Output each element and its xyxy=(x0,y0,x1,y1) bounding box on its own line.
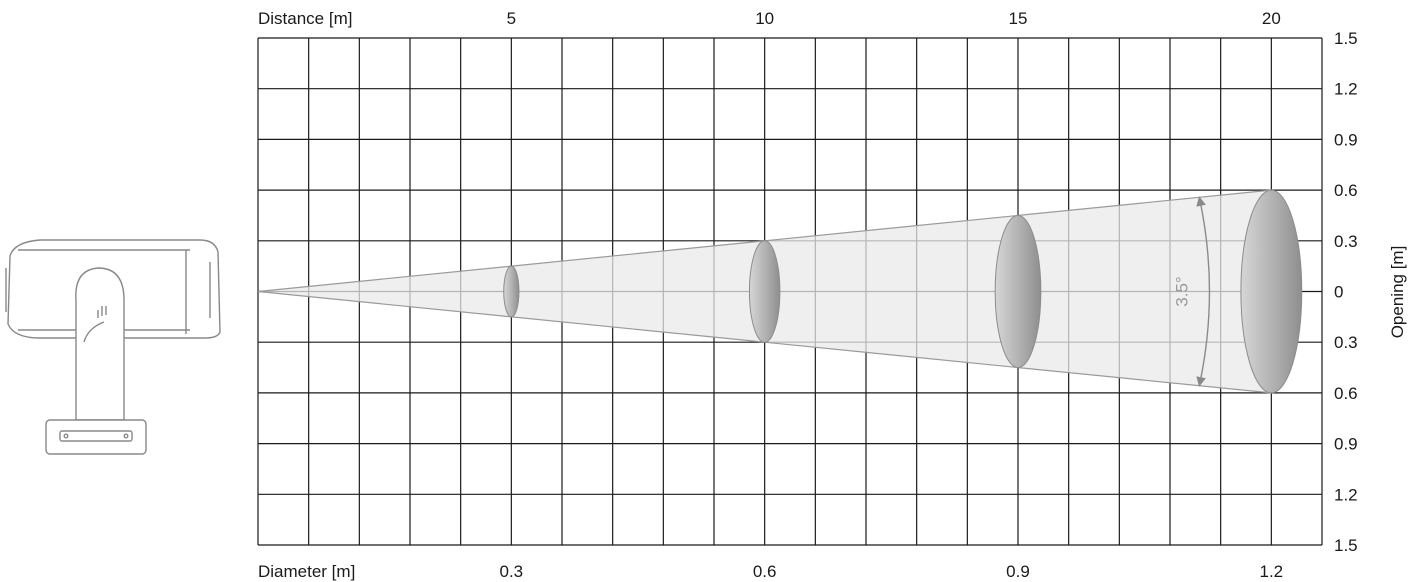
moving-head-fixture-icon xyxy=(5,239,221,455)
beam-angle-arrow xyxy=(1196,196,1211,387)
right-axis-tick-label: 1.5 xyxy=(1334,536,1358,555)
right-axis-tick-label: 0.3 xyxy=(1334,232,1358,251)
top-axis-tick-label: 20 xyxy=(1262,9,1281,28)
right-axis-tick-label: 1.2 xyxy=(1334,485,1358,504)
beam-cross-section-ellipse xyxy=(503,265,520,318)
top-axis-tick-label: 10 xyxy=(755,9,774,28)
beam-cross-sections xyxy=(503,189,1303,394)
right-axis-tick-label: 0.9 xyxy=(1334,435,1358,454)
top-axis-ticks: 5 10 15 20 xyxy=(507,9,1281,28)
beam-cross-section-ellipse xyxy=(748,240,781,343)
beam-cross-section-ellipse xyxy=(1240,189,1303,394)
right-axis-tick-label: 1.5 xyxy=(1334,29,1358,48)
bottom-axis-tick-label: 0.9 xyxy=(1006,562,1030,581)
right-axis-ticks: 1.5 1.2 0.9 0.6 0.3 0 0.3 0.6 0.9 1.2 1.5 xyxy=(1334,29,1358,555)
top-axis-tick-label: 5 xyxy=(507,9,516,28)
bottom-axis-tick-label: 1.2 xyxy=(1260,562,1284,581)
right-axis-tick-label: 0.6 xyxy=(1334,384,1358,403)
right-axis-tick-label: 0.3 xyxy=(1334,333,1358,352)
bottom-axis-ticks: 0.3 0.6 0.9 1.2 xyxy=(500,562,1284,581)
right-axis-tick-label: 0.9 xyxy=(1334,130,1358,149)
bottom-axis-tick-label: 0.3 xyxy=(500,562,524,581)
top-axis-tick-label: 15 xyxy=(1009,9,1028,28)
right-axis-tick-label: 1.2 xyxy=(1334,80,1358,99)
right-axis-tick-label: 0.6 xyxy=(1334,181,1358,200)
bottom-axis-title: Diameter [m] xyxy=(258,562,355,581)
right-axis-tick-label: 0 xyxy=(1334,283,1343,302)
top-axis-title: Distance [m] xyxy=(258,9,352,28)
right-axis-title: Opening [m] xyxy=(1388,246,1407,339)
beam-cross-section-ellipse xyxy=(994,214,1042,369)
bottom-axis-tick-label: 0.6 xyxy=(753,562,777,581)
beam-angle-indicator: 3.5° xyxy=(1172,196,1211,387)
beam-angle-label: 3.5° xyxy=(1172,276,1191,306)
